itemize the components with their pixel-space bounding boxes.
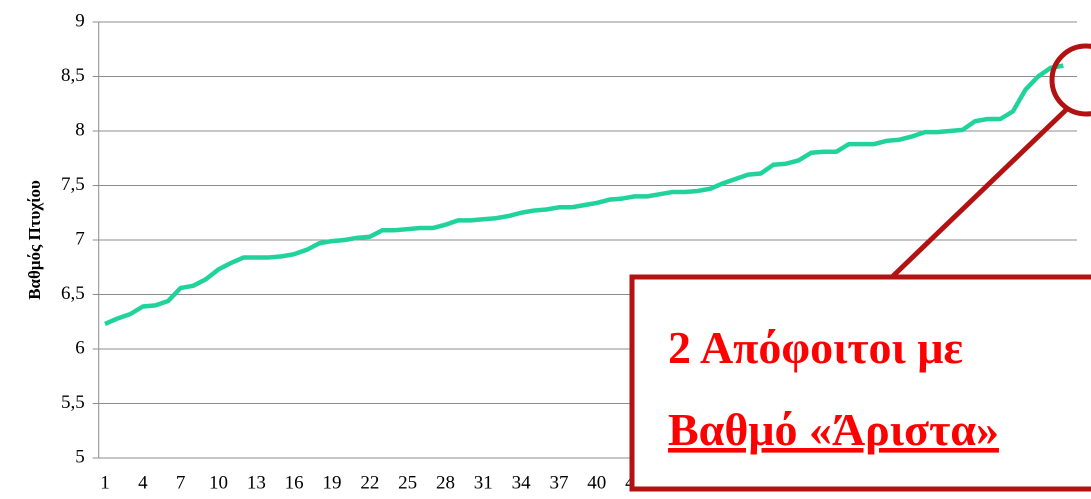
- y-tick-label: 9: [75, 10, 85, 31]
- x-tick-label: 34: [512, 472, 532, 493]
- y-tick-label: 8: [75, 119, 85, 140]
- annotation-text: 2 Απόφοιτοι με: [668, 322, 963, 373]
- x-tick-label: 13: [247, 472, 266, 493]
- x-tick-label: 22: [360, 472, 379, 493]
- x-tick-label: 31: [474, 472, 493, 493]
- x-tick-label: 16: [285, 472, 304, 493]
- annotation-text: Βαθμό «Άριστα»: [668, 404, 999, 455]
- y-tick-label: 5: [75, 446, 85, 467]
- x-tick-label: 10: [209, 472, 228, 493]
- y-tick-label: 8,5: [61, 65, 85, 86]
- annotation-box: [629, 274, 1091, 492]
- x-tick-label: 4: [138, 472, 148, 493]
- y-axis-label: Βαθμός Πτυχίου: [25, 180, 44, 300]
- data-line: [104, 63, 1064, 326]
- y-tick-label: 7,5: [61, 174, 85, 195]
- y-tick-label: 6: [75, 337, 85, 358]
- callout-line: [891, 106, 1070, 278]
- y-tick-label: 5,5: [61, 392, 85, 413]
- x-tick-label: 37: [549, 472, 568, 493]
- x-tick-label: 40: [587, 472, 606, 493]
- x-tick-label: 25: [398, 472, 417, 493]
- x-tick-label: 1: [100, 472, 110, 493]
- highlight-circle: [1049, 43, 1091, 117]
- x-tick-label: 19: [322, 472, 341, 493]
- x-tick-label: 7: [176, 472, 186, 493]
- y-tick-label: 6,5: [61, 283, 85, 304]
- x-tick-label: 28: [436, 472, 455, 493]
- y-tick-label: 7: [75, 228, 85, 249]
